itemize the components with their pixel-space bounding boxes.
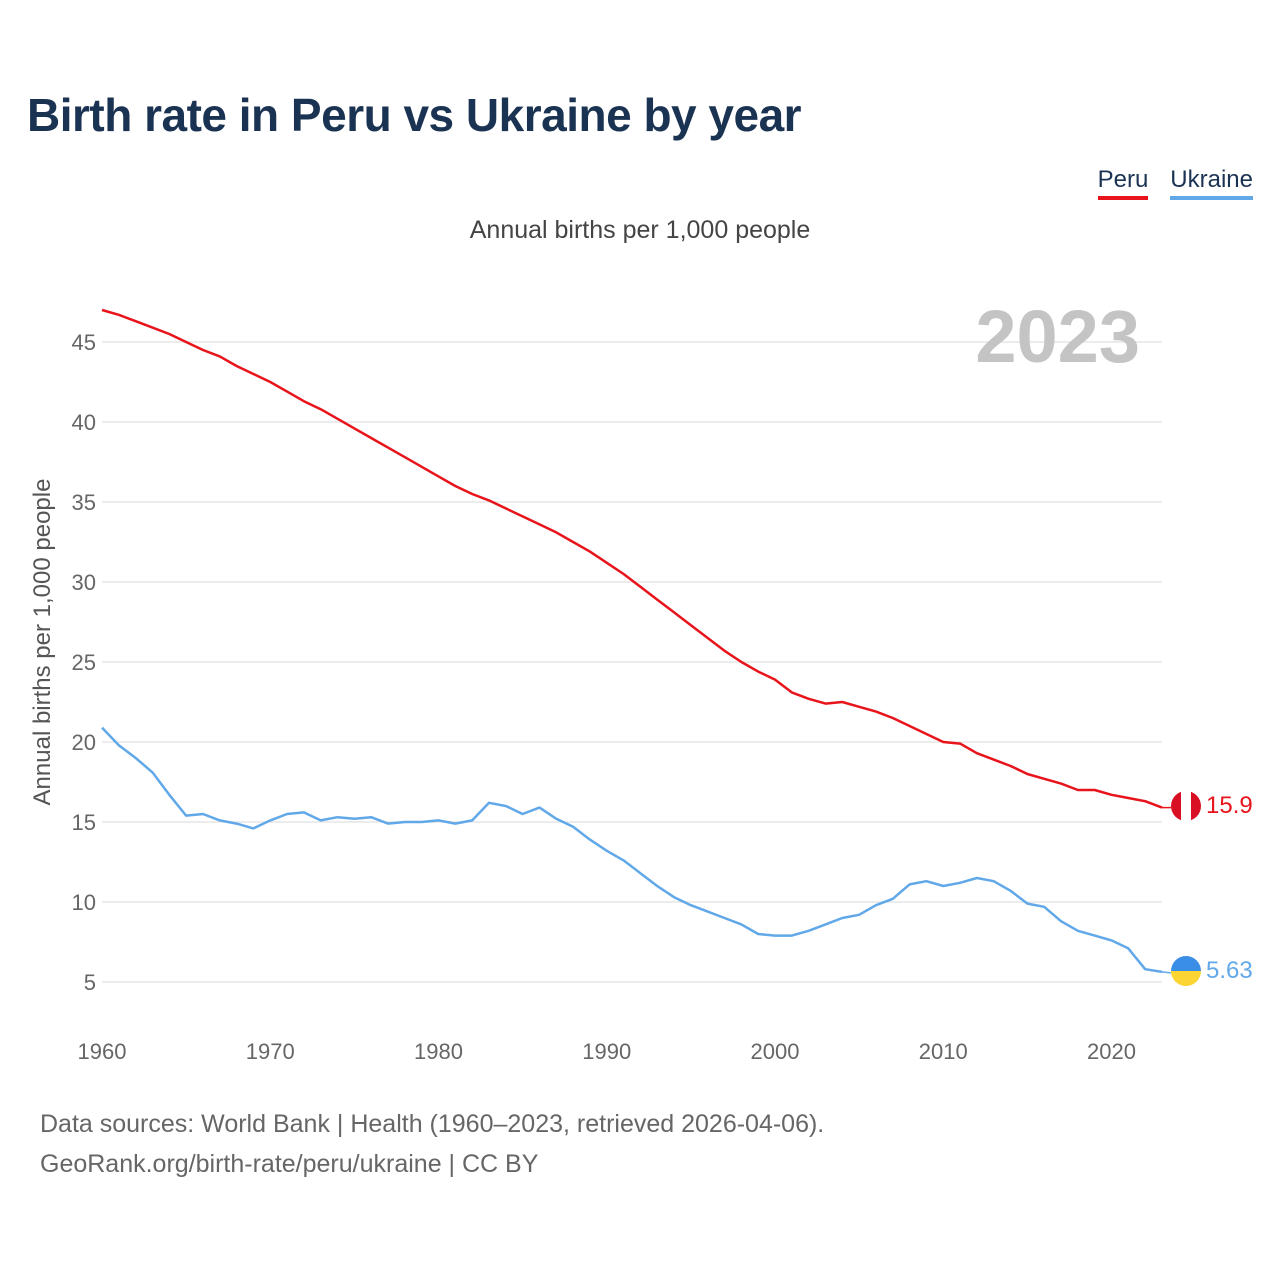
legend-item-ukraine[interactable]: Ukraine: [1170, 166, 1253, 200]
x-tick-label: 1980: [414, 1039, 463, 1064]
y-tick-label: 5: [84, 970, 96, 995]
chart-title: Birth rate in Peru vs Ukraine by year: [27, 89, 802, 141]
y-tick-label: 30: [72, 570, 96, 595]
source-line-2[interactable]: GeoRank.org/birth-rate/peru/ukraine | CC…: [40, 1150, 539, 1178]
series-line-ukraine[interactable]: [101, 726, 1163, 974]
year-watermark: 2023: [975, 295, 1140, 378]
series-lines: [101, 308, 1172, 974]
peru-flag-icon: [1171, 791, 1201, 821]
source-note: Data sources: World Bank | Health (1960–…: [40, 1104, 824, 1184]
y-tick-label: 35: [72, 490, 96, 515]
legend: Peru Ukraine: [1097, 166, 1253, 200]
y-tick-label: 45: [72, 330, 96, 355]
y-tick-label: 25: [72, 650, 96, 675]
gridlines: [102, 341, 1162, 983]
x-axis: 1960 1970 1980 1990 2000 2010 2020: [78, 1039, 1136, 1064]
series-line-peru[interactable]: [101, 308, 1163, 809]
x-tick-label: 1960: [78, 1039, 127, 1064]
x-tick-label: 2010: [919, 1039, 968, 1064]
ukraine-flag-icon: [1171, 956, 1201, 986]
connector-ukraine: [1161, 971, 1172, 974]
source-line-1: Data sources: World Bank | Health (1960–…: [40, 1110, 825, 1138]
chart-subtitle: Annual births per 1,000 people: [469, 216, 811, 244]
x-tick-label: 2000: [751, 1039, 800, 1064]
legend-item-peru[interactable]: Peru: [1097, 166, 1149, 200]
x-tick-label: 2020: [1087, 1039, 1136, 1064]
x-tick-label: 1990: [582, 1039, 631, 1064]
end-markers: 15.9 5.63: [1171, 791, 1253, 986]
ukraine-end-label: 5.63: [1206, 957, 1253, 984]
x-tick-label: 1970: [246, 1039, 295, 1064]
y-axis-label: Annual births per 1,000 people: [29, 479, 56, 806]
y-tick-label: 10: [72, 890, 96, 915]
y-tick-label: 20: [72, 730, 96, 755]
y-axis: 5 10 15 20 25 30 35 40 45: [72, 330, 96, 995]
y-tick-label: 15: [72, 810, 96, 835]
y-tick-label: 40: [72, 410, 96, 435]
peru-end-label: 15.9: [1206, 792, 1253, 819]
